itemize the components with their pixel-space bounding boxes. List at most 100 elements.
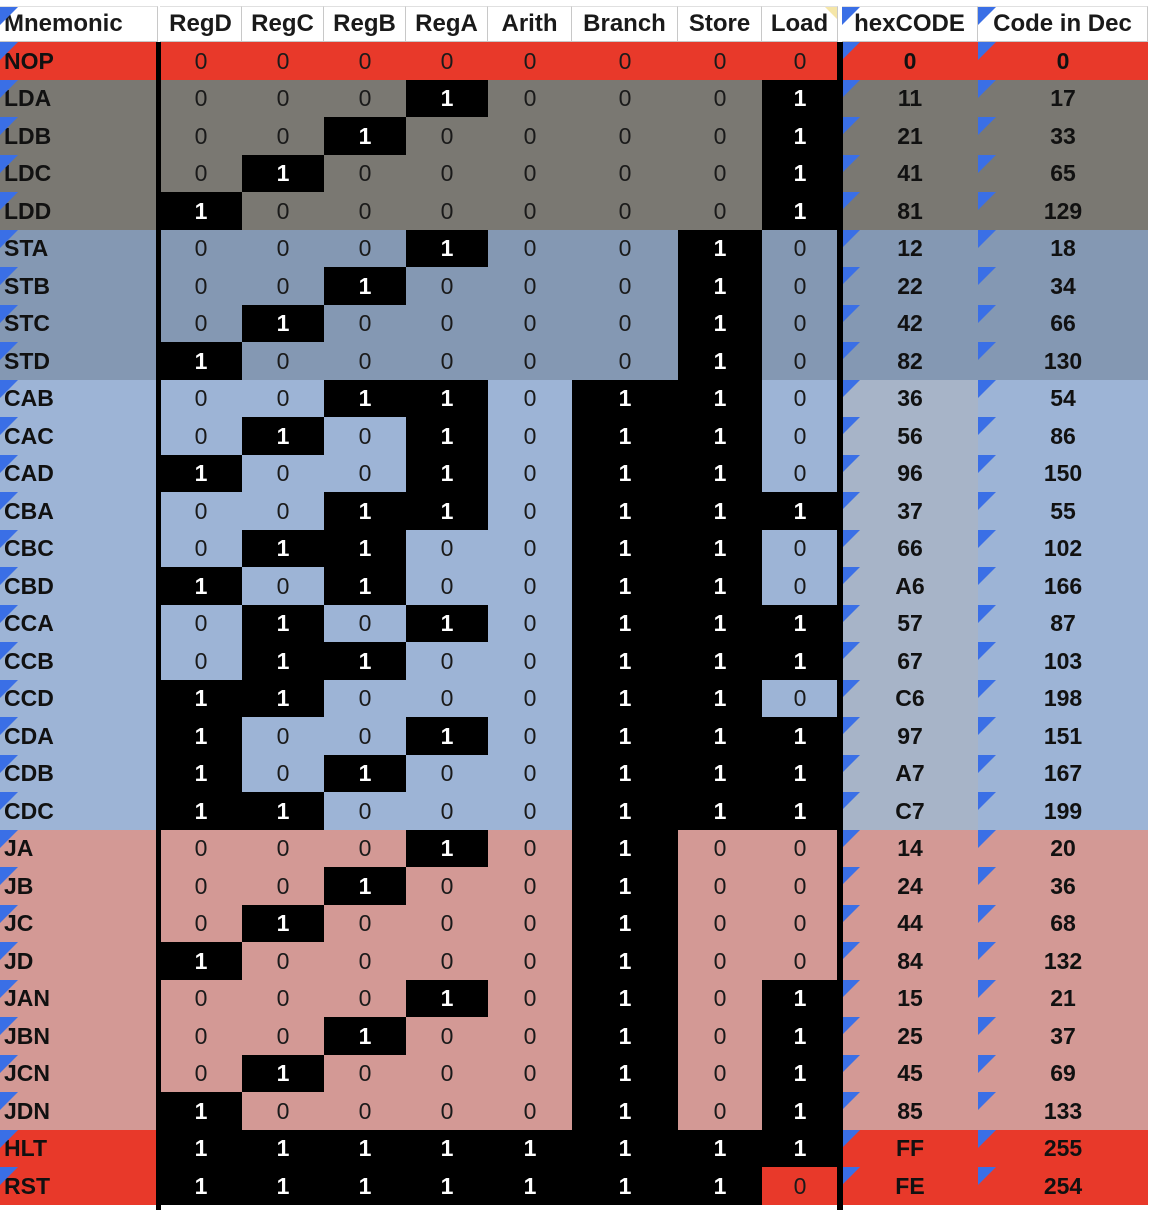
bit-cell-regb[interactable]: 1 [324, 642, 406, 680]
bit-cell-load[interactable]: 0 [762, 529, 838, 568]
comment-indicator-icon[interactable] [978, 229, 996, 248]
bit-cell-regd[interactable]: 1 [160, 1092, 242, 1130]
comment-indicator-icon[interactable] [978, 717, 996, 735]
bit-cell-regc[interactable]: 1 [242, 642, 324, 680]
hexcode-cell[interactable]: C6 [842, 679, 978, 718]
bit-cell-regd[interactable]: 0 [160, 979, 242, 1018]
comment-indicator-icon[interactable] [0, 1167, 18, 1185]
bit-cell-regc[interactable]: 0 [242, 192, 324, 230]
comment-indicator-icon[interactable] [0, 454, 18, 473]
bit-cell-store[interactable]: 1 [678, 792, 762, 830]
bit-cell-rega[interactable]: 0 [406, 642, 488, 680]
bit-cell-branch[interactable]: 1 [572, 867, 678, 905]
bit-cell-regd[interactable]: 0 [160, 642, 242, 680]
bit-cell-branch[interactable]: 1 [572, 567, 678, 605]
mnemonic-cell[interactable]: CCB [0, 642, 158, 680]
bit-cell-store[interactable]: 0 [678, 904, 762, 943]
decimal-code-cell[interactable]: 254 [978, 1167, 1148, 1205]
bit-cell-store[interactable]: 1 [678, 717, 762, 755]
decimal-code-cell[interactable]: 36 [978, 867, 1148, 905]
bit-cell-regd[interactable]: 1 [160, 1129, 242, 1168]
mnemonic-cell[interactable]: RST [0, 1167, 158, 1205]
decimal-code-cell[interactable]: 150 [978, 454, 1148, 493]
hexcode-cell[interactable]: 84 [842, 942, 978, 980]
mnemonic-cell[interactable]: CDB [0, 754, 158, 793]
hexcode-cell[interactable]: 15 [842, 979, 978, 1018]
bit-cell-regd[interactable]: 1 [160, 1167, 242, 1205]
comment-indicator-icon[interactable] [842, 154, 860, 173]
bit-cell-regb[interactable]: 0 [324, 42, 406, 80]
column-header-code-in-dec[interactable]: Code in Dec [978, 6, 1148, 42]
hexcode-cell[interactable]: 14 [842, 829, 978, 868]
decimal-code-cell[interactable]: 199 [978, 792, 1148, 830]
bit-cell-load[interactable]: 0 [762, 267, 838, 305]
mnemonic-cell[interactable]: LDD [0, 192, 158, 230]
bit-cell-rega[interactable]: 0 [406, 792, 488, 830]
bit-cell-regd[interactable]: 1 [160, 792, 242, 830]
bit-cell-arith[interactable]: 0 [488, 304, 572, 343]
bit-cell-arith[interactable]: 0 [488, 642, 572, 680]
comment-indicator-icon[interactable] [0, 192, 18, 210]
bit-cell-rega[interactable]: 1 [406, 604, 488, 643]
bit-cell-regb[interactable]: 0 [324, 1092, 406, 1130]
comment-indicator-icon[interactable] [842, 604, 860, 623]
bit-cell-arith[interactable]: 0 [488, 154, 572, 193]
bit-cell-load[interactable]: 0 [762, 942, 838, 980]
comment-indicator-icon[interactable] [842, 1017, 860, 1035]
comment-indicator-icon[interactable] [842, 642, 860, 660]
comment-indicator-icon[interactable] [978, 379, 996, 398]
bit-cell-regc[interactable]: 0 [242, 942, 324, 980]
column-header-branch[interactable]: Branch [572, 6, 678, 42]
bit-cell-load[interactable]: 1 [762, 117, 838, 155]
bit-cell-branch[interactable]: 0 [572, 42, 678, 80]
bit-cell-rega[interactable]: 0 [406, 42, 488, 80]
bit-cell-branch[interactable]: 1 [572, 679, 678, 718]
mnemonic-cell[interactable]: JDN [0, 1092, 158, 1130]
mnemonic-cell[interactable]: CAC [0, 417, 158, 455]
hexcode-cell[interactable]: 36 [842, 379, 978, 418]
bit-cell-load[interactable]: 0 [762, 679, 838, 718]
bit-cell-branch[interactable]: 1 [572, 717, 678, 755]
bit-cell-regc[interactable]: 1 [242, 792, 324, 830]
bit-cell-arith[interactable]: 0 [488, 567, 572, 605]
hexcode-cell[interactable]: 56 [842, 417, 978, 455]
mnemonic-cell[interactable]: LDC [0, 154, 158, 193]
comment-indicator-icon[interactable] [0, 1054, 18, 1073]
bit-cell-load[interactable]: 0 [762, 829, 838, 868]
bit-cell-regb[interactable]: 1 [324, 754, 406, 793]
comment-indicator-icon[interactable] [842, 792, 860, 810]
decimal-code-cell[interactable]: 255 [978, 1129, 1148, 1168]
hexcode-cell[interactable]: 21 [842, 117, 978, 155]
mnemonic-cell[interactable]: STC [0, 304, 158, 343]
bit-cell-regb[interactable]: 1 [324, 867, 406, 905]
bit-cell-store[interactable]: 1 [678, 754, 762, 793]
decimal-code-cell[interactable]: 68 [978, 904, 1148, 943]
bit-cell-branch[interactable]: 1 [572, 417, 678, 455]
bit-cell-branch[interactable]: 1 [572, 642, 678, 680]
bit-cell-regc[interactable]: 1 [242, 1129, 324, 1168]
mnemonic-cell[interactable]: CCD [0, 679, 158, 718]
bit-cell-load[interactable]: 0 [762, 904, 838, 943]
comment-indicator-icon[interactable] [978, 117, 996, 135]
bit-cell-store[interactable]: 0 [678, 154, 762, 193]
bit-cell-regd[interactable]: 0 [160, 117, 242, 155]
bit-cell-regd[interactable]: 0 [160, 904, 242, 943]
comment-indicator-icon[interactable] [842, 304, 860, 323]
bit-cell-store[interactable]: 0 [678, 1092, 762, 1130]
bit-cell-load[interactable]: 1 [762, 79, 838, 118]
bit-cell-load[interactable]: 0 [762, 867, 838, 905]
bit-cell-regb[interactable]: 1 [324, 492, 406, 530]
comment-indicator-icon[interactable] [842, 979, 860, 998]
bit-cell-regc[interactable]: 0 [242, 379, 324, 418]
bit-cell-regb[interactable]: 0 [324, 79, 406, 118]
hexcode-cell[interactable]: 44 [842, 904, 978, 943]
bit-cell-regb[interactable]: 0 [324, 304, 406, 343]
bit-cell-arith[interactable]: 0 [488, 117, 572, 155]
hexcode-cell[interactable]: 25 [842, 1017, 978, 1055]
bit-cell-regc[interactable]: 1 [242, 604, 324, 643]
comment-indicator-icon[interactable] [842, 1054, 860, 1073]
bit-cell-load[interactable]: 1 [762, 717, 838, 755]
bit-cell-store[interactable]: 1 [678, 679, 762, 718]
hexcode-cell[interactable]: C7 [842, 792, 978, 830]
comment-indicator-icon[interactable] [0, 717, 18, 735]
